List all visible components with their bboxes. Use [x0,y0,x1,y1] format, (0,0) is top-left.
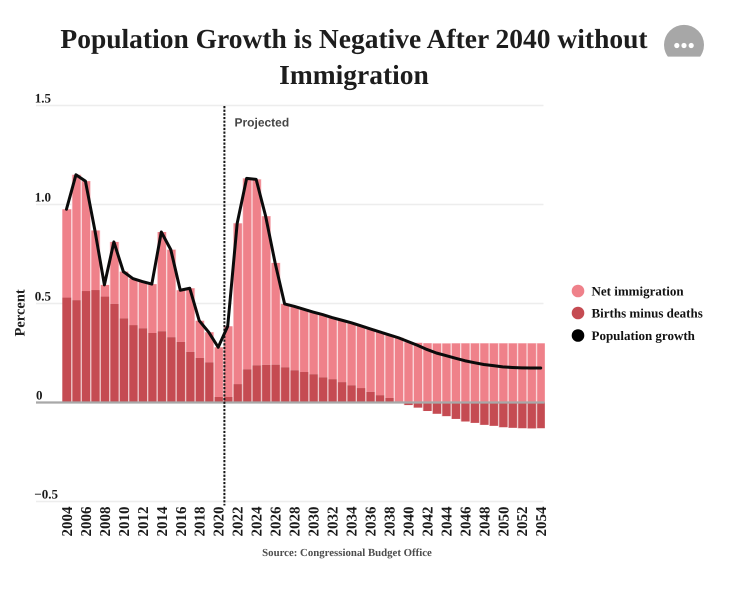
svg-text:2024: 2024 [250,506,266,537]
svg-text:2046: 2046 [458,506,474,537]
svg-text:Immigration: Immigration [279,59,429,91]
svg-text:Population Growth is Negative: Population Growth is Negative After 2040… [60,23,648,55]
svg-text:2010: 2010 [117,507,133,537]
svg-text:−0.5: −0.5 [34,486,58,501]
svg-text:0: 0 [36,387,43,402]
svg-text:0.5: 0.5 [35,288,52,303]
svg-text:2052: 2052 [515,507,531,537]
svg-text:Births minus deaths: Births minus deaths [592,305,703,320]
svg-text:1.0: 1.0 [35,189,51,204]
svg-text:2054: 2054 [534,506,550,537]
svg-text:2004: 2004 [60,506,76,537]
svg-text:2034: 2034 [345,506,361,537]
svg-text:Source: Congressional Budget O: Source: Congressional Budget Office [262,547,432,559]
svg-text:2038: 2038 [382,507,398,537]
svg-text:2026: 2026 [269,506,285,537]
svg-text:2020: 2020 [212,507,228,537]
svg-text:2030: 2030 [307,507,323,537]
svg-text:2022: 2022 [231,507,247,537]
svg-text:Percent: Percent [13,289,29,336]
svg-text:2014: 2014 [155,506,171,537]
svg-text:2042: 2042 [420,507,436,537]
svg-text:2044: 2044 [439,506,455,537]
svg-text:2016: 2016 [174,506,190,537]
svg-text:2018: 2018 [193,507,209,537]
svg-text:Projected: Projected [235,116,290,130]
svg-text:2032: 2032 [326,507,342,537]
svg-text:Net immigration: Net immigration [592,283,685,298]
svg-text:2040: 2040 [401,507,417,537]
svg-text:2028: 2028 [288,507,304,537]
svg-text:2006: 2006 [79,506,95,537]
svg-text:2012: 2012 [136,507,152,537]
svg-text:Population growth: Population growth [592,328,696,343]
svg-text:1.5: 1.5 [35,90,52,105]
svg-text:2048: 2048 [477,507,493,537]
svg-text:2008: 2008 [98,507,114,537]
svg-text:2050: 2050 [496,507,512,537]
svg-text:2036: 2036 [363,506,379,537]
